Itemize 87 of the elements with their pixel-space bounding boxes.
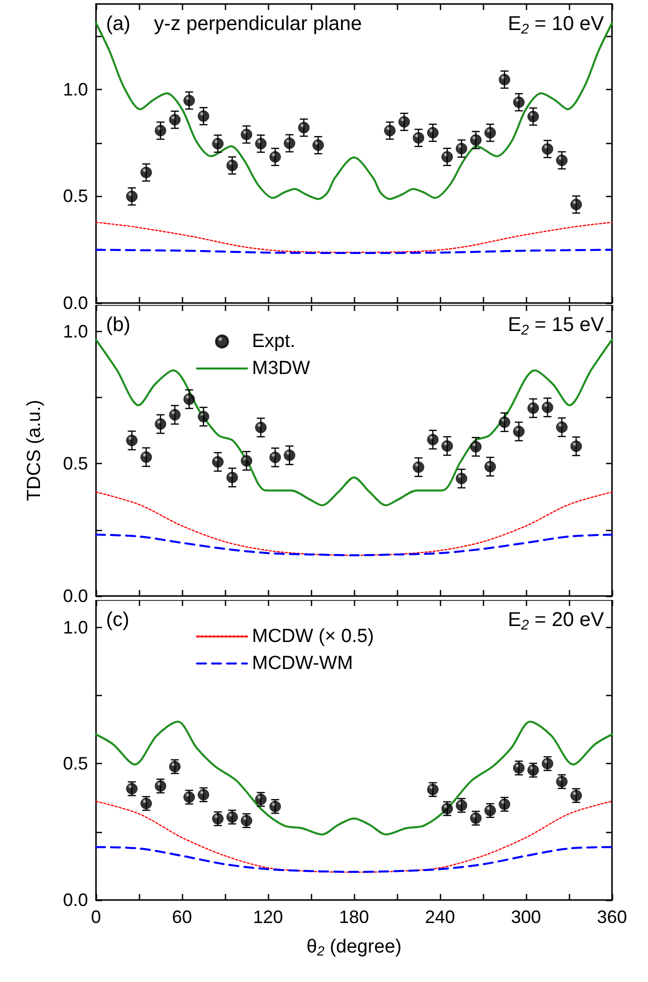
legend-label: MCDW (× 0.5) [252, 626, 374, 647]
point [427, 127, 439, 139]
line-series [95, 846, 613, 873]
y-tick-label: 0.5 [62, 454, 88, 474]
point [255, 422, 267, 434]
annotation: (a) [106, 13, 130, 35]
point [154, 124, 166, 136]
point [456, 472, 468, 484]
line-series [95, 720, 613, 836]
point [198, 410, 210, 422]
point [284, 450, 296, 462]
annotation: (b) [106, 314, 130, 336]
x-tick-label: 0 [90, 907, 102, 927]
point [470, 441, 482, 453]
point [498, 74, 510, 86]
point [183, 791, 195, 803]
point [212, 138, 224, 150]
point [183, 94, 195, 106]
y-tick-label: 0.5 [62, 186, 88, 206]
y-tick-label: 0.0 [62, 890, 88, 910]
point [556, 154, 568, 166]
point [169, 409, 181, 421]
point [527, 402, 539, 414]
point [456, 142, 468, 154]
x-tick-label: 120 [252, 907, 284, 927]
line-series [95, 800, 613, 873]
x-tick-label: 300 [510, 907, 542, 927]
point [556, 421, 568, 433]
point [126, 190, 138, 202]
y-axis-title: TDCS (a.u.) [24, 400, 45, 502]
line-series [95, 534, 613, 556]
point [513, 426, 525, 438]
legend-label: M3DW [252, 358, 310, 379]
point [226, 160, 238, 172]
y-tick-label: 1.0 [62, 321, 88, 342]
point [484, 460, 496, 472]
y-tick-label: 0.0 [62, 586, 88, 606]
y-tick-label: 1.0 [62, 79, 88, 100]
x-tick-label: 240 [424, 907, 456, 927]
point [226, 811, 238, 823]
point [140, 451, 152, 463]
point [527, 110, 539, 122]
point [126, 434, 138, 446]
x-tick-label: 60 [172, 907, 192, 927]
point [542, 143, 554, 155]
point [226, 472, 238, 484]
point [441, 440, 453, 452]
point [198, 110, 210, 122]
x-tick-label: 180 [338, 907, 370, 927]
point [570, 198, 582, 210]
point [412, 461, 424, 473]
y-tick-label: 0.5 [62, 754, 88, 774]
point [183, 393, 195, 405]
point [312, 139, 324, 151]
point [570, 440, 582, 452]
point [498, 416, 510, 428]
point [470, 134, 482, 146]
y-tick-label: 0.0 [62, 293, 88, 313]
point [412, 132, 424, 144]
point [298, 122, 310, 134]
point [542, 402, 554, 414]
point [284, 138, 296, 149]
point [441, 151, 453, 163]
point [126, 782, 138, 794]
point [240, 128, 252, 140]
line-series [95, 491, 613, 556]
point [269, 452, 281, 464]
point [398, 116, 410, 128]
annotation: (c) [106, 609, 130, 631]
point [441, 802, 453, 814]
x-tick-label: 360 [596, 907, 628, 927]
point [212, 456, 224, 468]
point [169, 114, 181, 126]
point [484, 127, 496, 139]
point [255, 138, 267, 150]
legend-label: Expt. [252, 331, 296, 352]
point [154, 418, 166, 430]
y-tick-label: 1.0 [62, 617, 88, 638]
point [513, 96, 525, 108]
point [427, 434, 439, 446]
line-series [95, 222, 613, 253]
annotation: y-z perpendicular plane [154, 13, 362, 35]
point [140, 166, 152, 178]
legend-label: MCDW-WM [252, 653, 353, 674]
point [240, 455, 252, 467]
point [384, 124, 396, 136]
point [269, 151, 281, 163]
